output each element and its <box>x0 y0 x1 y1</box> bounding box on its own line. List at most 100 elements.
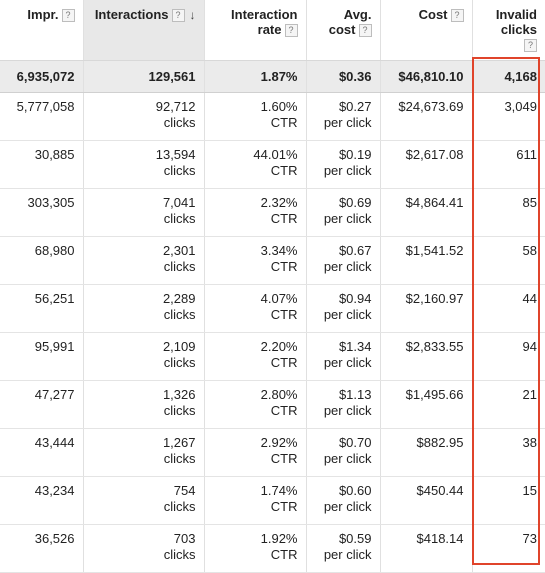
avg-cost-value: $1.34 <box>338 338 372 354</box>
header-cost-label: Cost <box>418 7 448 22</box>
cell-interactions: 2,301 clicks <box>83 236 205 285</box>
header-interactions-label: Interactions <box>94 7 169 22</box>
avg-cost-value: $0.94 <box>338 290 372 306</box>
cell-interactions: 2,289 clicks <box>83 284 205 333</box>
cell-impr: 303,305 <box>0 188 84 237</box>
interactions-unit: clicks <box>163 498 196 514</box>
help-icon[interactable]: ? <box>524 39 537 52</box>
cell-impr: 43,444 <box>0 428 84 477</box>
avg-cost-value: $0.70 <box>338 434 372 450</box>
total-interactions: 129,561 <box>83 60 205 93</box>
cell-interactions: 13,594 clicks <box>83 140 205 189</box>
avg-cost-unit: per click <box>323 162 372 178</box>
rate-value: 2.32% <box>260 194 298 210</box>
rate-unit: CTR <box>270 354 298 370</box>
invalid-clicks-value: 611 <box>516 146 537 162</box>
header-cost[interactable]: Cost? <box>380 0 473 61</box>
header-row: Impr.? Interactions? ↓ Interaction rate? … <box>0 0 545 61</box>
table-row: 36,526 703 clicks 1.92% CTR $0.59 per click $41… <box>0 524 545 573</box>
cell-avg-cost: $0.60 per click <box>306 476 381 525</box>
cell-invalid-clicks: 611 <box>472 140 545 189</box>
interactions-unit: clicks <box>163 258 196 274</box>
header-invalid-clicks-label: Invalid <box>495 7 537 22</box>
cell-invalid-clicks: 94 <box>472 332 545 381</box>
cost-value: $882.95 <box>416 434 464 450</box>
cell-cost: $450.44 <box>380 476 473 525</box>
avg-cost-unit: per click <box>323 402 372 418</box>
rate-unit: CTR <box>270 546 298 562</box>
table-row: 68,980 2,301 clicks 3.34% CTR $0.67 per click $… <box>0 236 545 285</box>
rate-value: 2.20% <box>260 338 298 354</box>
table-row: 5,777,058 92,712 clicks 1.60% CTR $0.27 per cl… <box>0 92 545 141</box>
rate-value: 1.60% <box>260 98 298 114</box>
cell-impr: 36,526 <box>0 524 84 573</box>
cell-invalid-clicks: 15 <box>472 476 545 525</box>
invalid-clicks-value: 73 <box>522 530 537 546</box>
avg-cost-unit: per click <box>323 498 372 514</box>
cell-impr: 30,885 <box>0 140 84 189</box>
help-icon[interactable]: ? <box>358 24 372 37</box>
cell-invalid-clicks: 38 <box>472 428 545 477</box>
cell-cost: $4,864.41 <box>380 188 473 237</box>
help-icon[interactable]: ? <box>284 24 298 37</box>
cell-avg-cost: $0.67 per click <box>306 236 381 285</box>
interactions-value: 754 <box>173 482 196 498</box>
cell-interaction-rate: 2.20% CTR <box>204 332 307 381</box>
rate-value: 2.92% <box>260 434 298 450</box>
avg-cost-value: $1.13 <box>338 386 372 402</box>
interactions-unit: clicks <box>163 210 196 226</box>
total-cost: $46,810.10 <box>380 60 473 93</box>
impr-value: 303,305 <box>27 194 75 210</box>
avg-cost-value: $0.69 <box>338 194 372 210</box>
cell-interactions: 1,267 clicks <box>83 428 205 477</box>
total-row: 6,935,072 129,561 1.87% $0.36 $46,810.10… <box>0 60 545 93</box>
cost-value: $418.14 <box>416 530 464 546</box>
rate-unit: CTR <box>270 498 298 514</box>
header-interaction-rate[interactable]: Interaction rate? <box>204 0 307 61</box>
cell-cost: $418.14 <box>380 524 473 573</box>
rate-value: 3.34% <box>260 242 298 258</box>
table-row: 43,234 754 clicks 1.74% CTR $0.60 per click $45… <box>0 476 545 525</box>
invalid-clicks-value: 21 <box>522 386 537 402</box>
help-icon[interactable]: ? <box>171 9 185 22</box>
sort-descending-icon: ↓ <box>189 8 196 22</box>
rate-unit: CTR <box>270 114 298 130</box>
interactions-value: 13,594 <box>155 146 196 162</box>
help-icon[interactable]: ? <box>61 9 75 22</box>
cell-interactions: 7,041 clicks <box>83 188 205 237</box>
interactions-unit: clicks <box>163 402 196 418</box>
rate-unit: CTR <box>270 210 298 226</box>
table-row: 95,991 2,109 clicks 2.20% CTR $1.34 per click $… <box>0 332 545 381</box>
cell-impr: 5,777,058 <box>0 92 84 141</box>
interactions-value: 92,712 <box>155 98 196 114</box>
impr-value: 36,526 <box>34 530 75 546</box>
rate-unit: CTR <box>270 162 298 178</box>
header-invalid-clicks-label-2: clicks <box>500 22 537 37</box>
cell-cost: $1,495.66 <box>380 380 473 429</box>
impr-value: 5,777,058 <box>16 98 75 114</box>
cell-interactions: 92,712 clicks <box>83 92 205 141</box>
total-impr: 6,935,072 <box>0 60 84 93</box>
rate-unit: CTR <box>270 402 298 418</box>
header-avg-cost[interactable]: Avg. cost? <box>306 0 381 61</box>
invalid-clicks-value: 85 <box>522 194 537 210</box>
cell-cost: $2,833.55 <box>380 332 473 381</box>
help-icon[interactable]: ? <box>450 9 464 22</box>
header-interactions[interactable]: Interactions? ↓ <box>83 0 205 61</box>
invalid-clicks-value: 3,049 <box>504 98 537 114</box>
invalid-clicks-value: 44 <box>522 290 537 306</box>
avg-cost-value: $0.67 <box>338 242 372 258</box>
cell-interactions: 754 clicks <box>83 476 205 525</box>
cell-avg-cost: $0.69 per click <box>306 188 381 237</box>
cell-interactions: 1,326 clicks <box>83 380 205 429</box>
impr-value: 47,277 <box>34 386 75 402</box>
header-impr[interactable]: Impr.? <box>0 0 84 61</box>
cell-interaction-rate: 1.60% CTR <box>204 92 307 141</box>
rate-value: 2.80% <box>260 386 298 402</box>
header-invalid-clicks[interactable]: Invalid clicks ? <box>472 0 545 61</box>
rate-value: 1.92% <box>260 530 298 546</box>
cell-avg-cost: $1.34 per click <box>306 332 381 381</box>
interactions-unit: clicks <box>163 546 196 562</box>
cost-value: $1,541.52 <box>405 242 464 258</box>
table-row: 47,277 1,326 clicks 2.80% CTR $1.13 per click $… <box>0 380 545 429</box>
